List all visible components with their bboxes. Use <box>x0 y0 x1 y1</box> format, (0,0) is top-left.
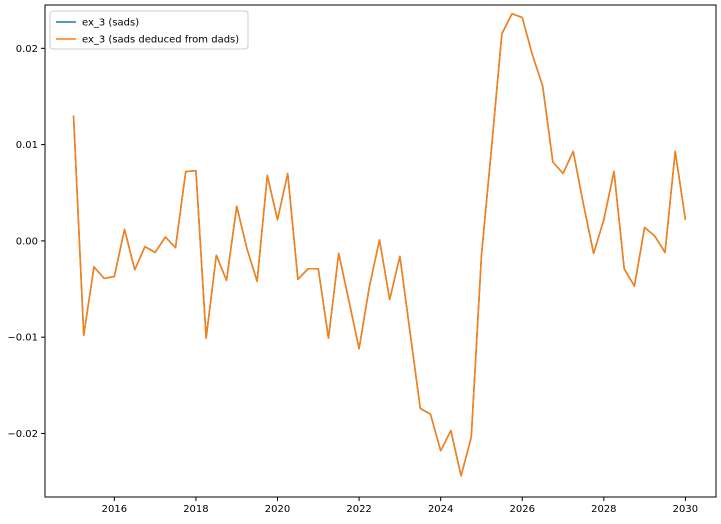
x-tick-label: 2028 <box>591 504 616 515</box>
legend-box <box>49 10 249 50</box>
x-tick-label: 2016 <box>102 504 127 515</box>
legend: ex_3 (sads) ex_3 (sads deduced from dads) <box>49 10 249 50</box>
series-line-2 <box>72 12 687 477</box>
x-tick-label: 2018 <box>183 504 208 515</box>
x-tick-label: 2024 <box>428 504 453 515</box>
x-tick-label: 2030 <box>673 504 698 515</box>
plot-frame <box>44 4 717 498</box>
y-tick-label: −0.01 <box>7 333 38 344</box>
x-tick-label: 2020 <box>265 504 290 515</box>
x-tick-label: 2026 <box>510 504 535 515</box>
y-tick-label: 0.02 <box>16 44 38 55</box>
legend-label: ex_3 (sads deduced from dads) <box>82 35 239 46</box>
y-axis: −0.02 −0.01 0.00 0.01 0.02 <box>7 44 45 440</box>
legend-label: ex_3 (sads) <box>82 18 139 29</box>
series-layer <box>72 12 687 477</box>
x-tick-label: 2022 <box>346 504 371 515</box>
x-axis: 2016 2018 2020 2022 2024 2026 2028 2030 <box>102 497 698 515</box>
y-tick-label: 0.01 <box>16 140 38 151</box>
y-tick-label: 0.00 <box>16 236 38 247</box>
y-tick-label: −0.02 <box>7 429 38 440</box>
series-line-1 <box>72 12 687 477</box>
